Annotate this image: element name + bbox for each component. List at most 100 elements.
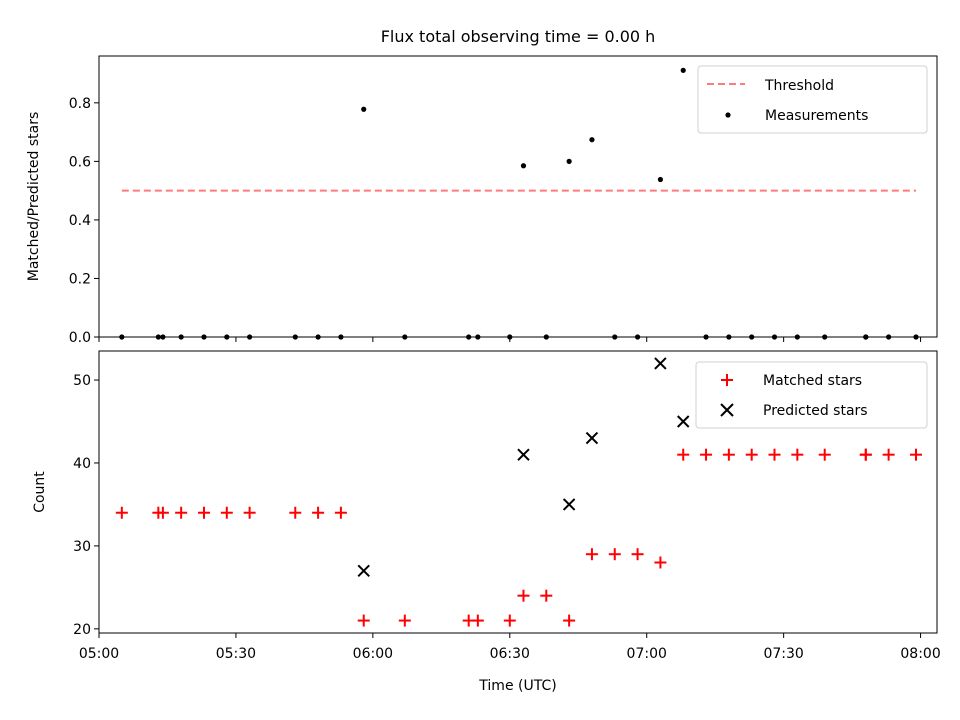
measurement-point [634,334,641,340]
matched-star-marker [503,614,516,627]
predicted-legend-swatch [720,403,734,417]
measurement-point [315,334,321,340]
measurement-point [224,334,230,340]
matched-star-marker [398,614,411,627]
measurement-point [863,334,869,340]
measurement-point [338,334,344,340]
measurement-point [589,137,595,143]
threshold-legend-label: Threshold [764,78,834,94]
measurement-point [466,334,472,340]
ratio-ytick-label: 0.2 [69,271,91,287]
predicted-star-marker [585,431,599,445]
measurement-point [160,334,166,340]
figure-title: Flux total observing time = 0.00 h [381,27,656,46]
count-ytick-label: 30 [73,539,91,555]
matched-star-marker [859,448,872,461]
ratio-panel: Matched/Predicted stars 0.00.20.40.60.8 … [26,55,938,346]
measurement-point [155,334,161,340]
count-xtick-label: 08:00 [900,646,940,662]
matched-star-marker [563,614,576,627]
count-legend: Matched stars Predicted stars [695,361,928,429]
matched-star-marker [608,548,621,561]
matched-star-marker [677,448,690,461]
measurement-point [680,67,686,73]
measurement-point [361,106,367,112]
count-plot-frame [98,350,938,634]
matched-star-marker [540,589,553,602]
ratio-ytick-label: 0.6 [69,154,91,170]
measurement-point [703,334,709,340]
ratio-ytick-label: 0.4 [69,213,91,229]
measurement-point [657,176,664,183]
matched-star-marker [882,448,895,461]
measurement-point [886,334,892,340]
measurement-point [178,334,184,340]
count-xtick-label: 07:30 [763,646,803,662]
matched-star-marker [197,506,210,519]
count-ytick-label: 20 [73,622,91,638]
matched-star-marker [312,506,325,519]
measurement-point [612,334,618,340]
measurements-legend-label: Measurements [765,108,868,124]
ratio-legend: Threshold Measurements [697,65,928,134]
matched-star-marker [220,506,233,519]
predicted-legend-label: Predicted stars [763,403,868,419]
measurement-point [201,334,207,340]
measurement-point [520,163,527,169]
matched-legend-swatch [721,374,733,386]
measurement-point [794,334,800,340]
predicted-star-marker [517,448,530,461]
count-xtick-label: 06:00 [353,646,393,662]
matched-star-marker [289,506,302,519]
measurement-point [402,334,408,340]
matched-star-marker [156,506,169,519]
measurement-point [566,158,572,164]
measurement-point [119,334,125,340]
count-xtick-label: 06:30 [490,646,530,662]
measurement-point [771,334,778,340]
matched-star-marker [700,448,713,461]
matched-star-marker [631,548,644,561]
measurement-point [475,334,481,340]
ratio-ytick-label: 0.0 [69,330,91,346]
predicted-star-marker [357,564,370,578]
matched-star-marker [175,506,188,519]
count-x-axis-label: Time (UTC) [478,678,556,694]
matched-star-marker [722,448,735,461]
count-ytick-label: 50 [73,373,91,389]
count-panel: Count Time (UTC) 20 30 40 50 05:00 05:30 06:00… [32,350,941,694]
count-xtick-label: 05:30 [216,646,256,662]
predicted-star-marker [562,498,576,511]
matched-star-marker [357,614,370,627]
ratio-y-axis-label: Matched/Predicted stars [26,112,42,282]
predicted-star-marker [677,415,690,428]
matched-star-marker [471,614,484,627]
matched-star-marker [791,448,804,461]
count-ytick-label: 40 [73,456,91,472]
matched-star-marker [910,448,923,461]
predicted-star-marker [654,357,667,370]
ratio-legend-box [697,65,928,134]
measurement-point [507,334,513,340]
count-xtick-label: 05:00 [79,646,119,662]
ratio-plot-frame [98,55,938,338]
count-y-axis-label: Count [32,471,48,513]
matched-star-marker [517,589,530,602]
measurement-point [726,334,732,340]
measurement-point [292,334,298,340]
measurements-legend-swatch [725,112,731,118]
matched-star-marker [243,506,256,519]
matched-star-marker [654,556,667,569]
matched-star-marker [334,506,347,519]
matched-star-marker [115,506,128,519]
measurement-point [822,334,828,340]
matched-star-marker [818,448,831,461]
matched-star-marker [768,448,781,461]
count-xtick-label: 07:00 [627,646,667,662]
measurement-point [543,334,549,340]
measurement-point [913,334,919,340]
matched-star-marker [745,448,758,461]
matched-star-marker [585,548,598,561]
measurement-point [247,334,253,340]
